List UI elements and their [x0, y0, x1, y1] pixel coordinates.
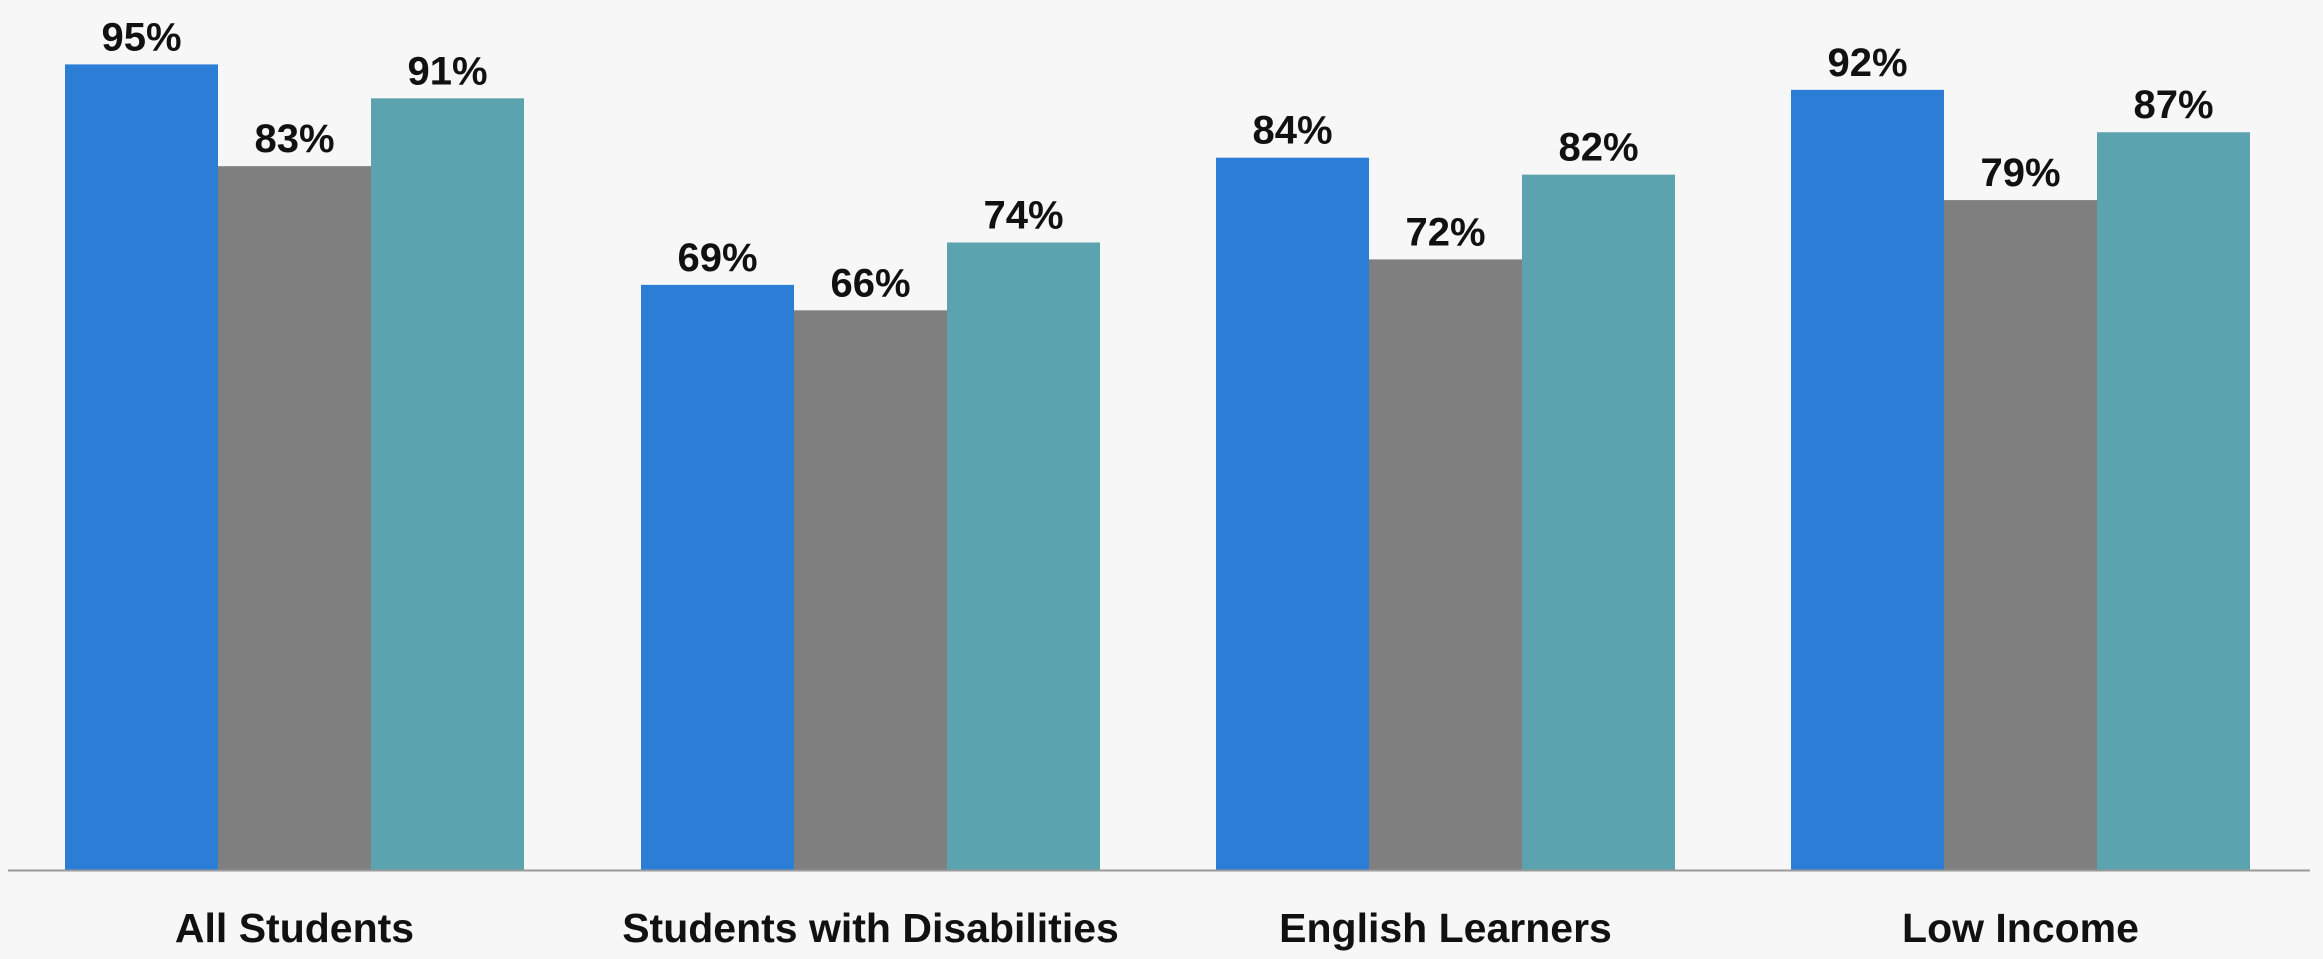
bar — [1369, 259, 1522, 870]
bar — [641, 284, 794, 870]
category-labels-layer: All Students Students with Disabilities En… — [175, 905, 2139, 951]
bar-value-label: 92% — [1827, 41, 1907, 85]
bar — [794, 310, 947, 870]
bar — [1522, 174, 1675, 870]
bar-value-label: 74% — [983, 193, 1063, 237]
bars-layer — [65, 64, 2250, 871]
bar — [2097, 132, 2250, 871]
bar-value-label: 84% — [1252, 109, 1332, 153]
bar-value-label: 79% — [1980, 151, 2060, 195]
bar — [947, 242, 1100, 871]
bar-value-label: 82% — [1558, 126, 1638, 170]
bar — [1216, 157, 1369, 870]
category-label: English Learners — [1279, 905, 1612, 951]
bar — [1791, 89, 1944, 871]
bar — [1944, 200, 2097, 870]
category-label: Low Income — [1902, 905, 2139, 951]
category-label: All Students — [175, 905, 414, 951]
value-labels-layer: 95% 83% 91% 69% 66% 74% 84% 72% 82% 92% 79% 87% — [101, 15, 2213, 305]
bar — [65, 64, 218, 870]
bar-value-label: 69% — [677, 236, 757, 280]
bar — [371, 98, 524, 870]
bar-value-label: 66% — [830, 261, 910, 305]
bar-value-label: 87% — [2133, 83, 2213, 127]
bar-value-label: 83% — [254, 117, 334, 161]
bar-value-label: 95% — [101, 15, 181, 59]
category-label: Students with Disabilities — [622, 905, 1119, 951]
bar-value-label: 91% — [407, 49, 487, 93]
bar-value-label: 72% — [1405, 210, 1485, 254]
bar — [218, 166, 371, 870]
